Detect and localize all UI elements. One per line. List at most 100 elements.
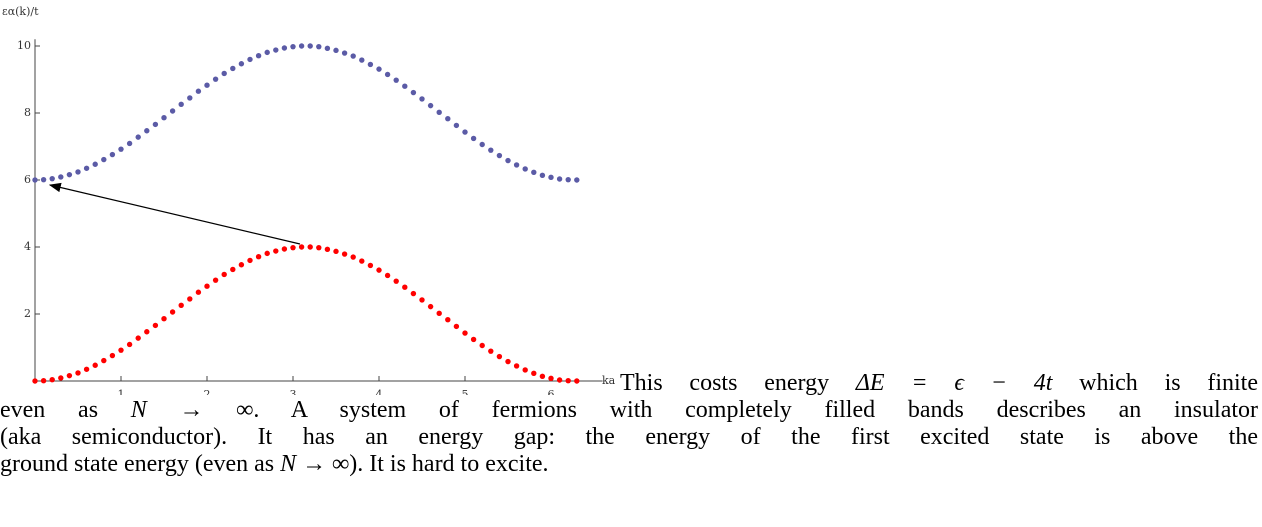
data-point [109, 352, 116, 359]
data-point [264, 49, 270, 56]
data-point [75, 169, 81, 175]
data-point [445, 316, 451, 323]
data-point [238, 61, 245, 67]
data-point [161, 315, 167, 322]
data-point [264, 250, 270, 257]
data-point [238, 262, 245, 268]
data-point [92, 161, 98, 167]
data-point [58, 375, 64, 381]
data-point [350, 254, 356, 260]
x-tick-label: 5 [462, 388, 469, 395]
math: ΔE = ϵ − 4t [855, 370, 1053, 396]
data-point [341, 251, 348, 257]
data-point [204, 283, 210, 289]
data-point [453, 122, 460, 129]
data-point [367, 61, 374, 68]
data-point [393, 278, 399, 284]
data-point [453, 323, 460, 330]
data-point [187, 95, 193, 101]
data-point [513, 363, 520, 369]
data-point [402, 83, 408, 89]
text-line: ground state energy (even as N → ∞). It … [0, 451, 549, 478]
text: ground state energy (even as [0, 451, 281, 477]
x-tick-label: 4 [376, 388, 383, 395]
data-point [316, 244, 322, 251]
data-point [513, 162, 520, 168]
data-point [247, 56, 253, 63]
data-point [359, 258, 365, 264]
data-point [221, 70, 227, 77]
data-point [402, 284, 408, 290]
data-point [505, 358, 511, 365]
data-point [359, 57, 365, 63]
data-point [410, 89, 417, 96]
x-tick-label: 6 [548, 388, 555, 395]
data-point [152, 121, 159, 128]
math: N → ∞ [280, 451, 350, 477]
data-point [135, 335, 141, 341]
x-axis-label: ka [602, 374, 616, 387]
data-point [427, 303, 434, 310]
data-point [479, 141, 485, 148]
data-point [556, 176, 563, 182]
data-point [109, 151, 116, 158]
data-point [298, 244, 305, 250]
data-point [178, 101, 184, 107]
data-point [83, 366, 90, 372]
data-point [126, 140, 133, 147]
data-point [496, 152, 503, 159]
data-point [273, 248, 279, 254]
data-point [419, 297, 425, 303]
data-point [539, 172, 546, 179]
data-point [556, 377, 563, 383]
data-point [479, 342, 485, 349]
data-point [548, 375, 554, 382]
data-point [539, 373, 546, 380]
data-point [341, 50, 348, 56]
data-point [273, 47, 279, 53]
data-point [92, 362, 98, 368]
data-point [410, 290, 417, 297]
data-point [221, 271, 227, 278]
data-point [58, 174, 64, 180]
data-point [178, 302, 184, 308]
data-point [118, 347, 124, 353]
data-point [307, 244, 313, 250]
y-tick-label: 2 [24, 307, 31, 320]
data-point [32, 378, 38, 384]
data-point [488, 348, 494, 354]
data-point [333, 248, 339, 255]
data-point [470, 336, 477, 343]
data-point [565, 377, 571, 384]
data-point [247, 257, 253, 264]
data-point [548, 174, 554, 181]
data-point [333, 47, 339, 54]
data-point [75, 370, 81, 376]
annotation-arrow [48, 182, 301, 245]
y-tick-label: 10 [17, 39, 31, 52]
data-point [496, 353, 503, 360]
text: which is finite [1052, 370, 1259, 396]
data-point [281, 45, 288, 51]
data-point [531, 169, 537, 175]
data-point [255, 53, 262, 59]
data-point [255, 254, 262, 260]
data-point [384, 71, 391, 78]
data-point [462, 129, 468, 135]
data-point [169, 309, 176, 315]
data-point [462, 330, 468, 336]
data-point [187, 296, 193, 302]
data-point [32, 177, 38, 183]
data-point [307, 43, 313, 49]
data-point [144, 329, 150, 335]
y-tick-label: 8 [24, 106, 31, 119]
text: even as [0, 397, 131, 423]
data-point [367, 262, 374, 269]
data-point [126, 341, 133, 348]
data-point [101, 357, 107, 364]
data-point [531, 370, 537, 376]
data-point [83, 165, 90, 171]
data-point [350, 53, 356, 59]
data-point [522, 166, 528, 172]
